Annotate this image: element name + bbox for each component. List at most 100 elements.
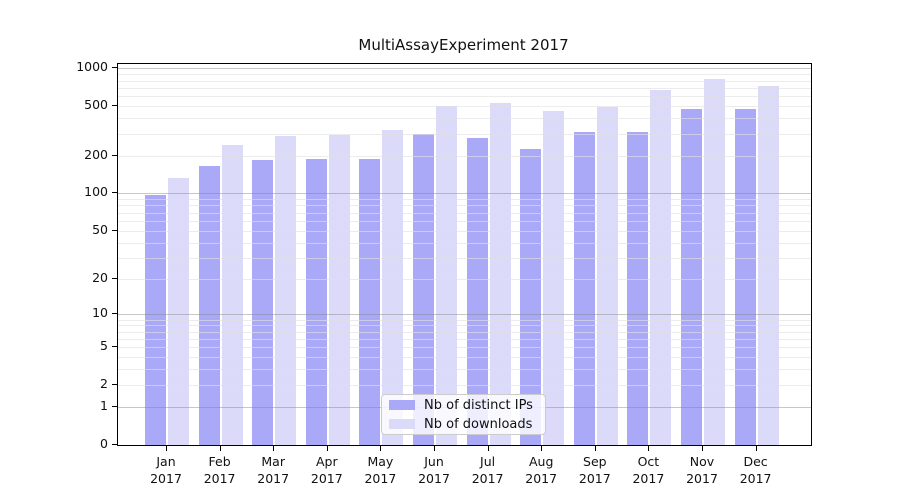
x-tick-mark xyxy=(326,446,328,451)
y-tick-mark xyxy=(112,105,117,106)
y-tick-label: 2 xyxy=(100,376,108,392)
y-tick-mark xyxy=(112,406,117,408)
gridline-major xyxy=(118,68,811,70)
y-tick-mark xyxy=(112,229,117,231)
bar-distinct-ips-sep xyxy=(573,132,595,445)
bar-downloads-jul xyxy=(489,103,511,445)
x-tick-label-may: May 2017 xyxy=(364,454,397,486)
y-tick-mark xyxy=(112,278,117,279)
plot-area: Nb of distinct IPs Nb of downloads xyxy=(117,63,812,446)
legend-item-downloads: Nb of downloads xyxy=(382,416,545,432)
bar-distinct-ips-jun xyxy=(413,133,434,445)
x-tick-mark xyxy=(702,446,703,451)
bar-downloads-jan xyxy=(168,178,189,445)
x-tick-label-jun: Jun 2017 xyxy=(418,454,450,486)
y-tick-label: 500 xyxy=(84,97,108,113)
bar-distinct-ips-apr xyxy=(305,159,327,445)
gridline-minor xyxy=(118,133,811,135)
y-tick-label: 0 xyxy=(100,436,108,451)
bar-downloads-may xyxy=(382,130,404,445)
x-tick-label-oct: Oct 2017 xyxy=(632,454,665,486)
bar-distinct-ips-oct xyxy=(627,132,649,445)
gridline-minor xyxy=(118,369,811,371)
y-tick-label: 10 xyxy=(92,305,108,321)
x-tick-mark xyxy=(273,446,275,451)
y-tick-label: 50 xyxy=(92,221,108,237)
legend: Nb of distinct IPs Nb of downloads xyxy=(381,394,546,435)
legend-swatch-downloads xyxy=(389,419,415,429)
bar-distinct-ips-nov xyxy=(681,109,702,445)
x-tick-label-nov: Nov 2017 xyxy=(686,454,718,486)
gridline-minor xyxy=(118,279,811,280)
gridline-minor xyxy=(118,199,811,200)
gridline-minor xyxy=(118,212,811,214)
x-tick-label-apr: Apr 2017 xyxy=(310,454,343,486)
gridline-major xyxy=(118,314,811,316)
x-tick-mark xyxy=(434,446,435,451)
y-tick-mark xyxy=(112,313,117,315)
gridline-minor xyxy=(118,96,811,98)
x-tick-label-jan: Jan 2017 xyxy=(150,454,182,486)
bar-distinct-ips-aug xyxy=(520,149,542,445)
x-tick-label-aug: Aug 2017 xyxy=(525,454,558,486)
gridline-minor xyxy=(118,87,811,89)
y-tick-label: 100 xyxy=(84,184,108,200)
bar-downloads-jun xyxy=(436,105,457,445)
x-tick-mark xyxy=(219,446,221,451)
gridline-minor xyxy=(118,331,811,333)
x-tick-mark xyxy=(487,446,489,451)
bar-downloads-aug xyxy=(543,110,565,445)
y-tick-mark xyxy=(112,67,117,69)
x-tick-mark xyxy=(755,446,757,451)
gridline-minor xyxy=(118,385,811,387)
y-tick-mark xyxy=(112,384,117,386)
x-tick-mark xyxy=(166,446,167,451)
bar-downloads-oct xyxy=(650,90,672,445)
legend-item-distinct-ips: Nb of distinct IPs xyxy=(382,397,545,413)
bar-downloads-mar xyxy=(275,136,297,445)
y-tick-label: 20 xyxy=(92,269,108,285)
bar-distinct-ips-jul xyxy=(466,137,488,445)
y-tick-mark xyxy=(112,444,117,445)
bar-distinct-ips-dec xyxy=(734,108,756,445)
x-tick-label-sep: Sep 2017 xyxy=(578,454,611,486)
bar-downloads-apr xyxy=(328,134,350,445)
legend-swatch-distinct-ips xyxy=(389,400,415,410)
x-tick-label-mar: Mar 2017 xyxy=(257,454,290,486)
y-tick-mark xyxy=(112,154,117,156)
gridline-minor xyxy=(118,242,811,244)
gridline-minor xyxy=(118,347,811,349)
legend-label-downloads: Nb of downloads xyxy=(424,416,533,432)
gridline-minor xyxy=(118,325,811,327)
bar-downloads-feb xyxy=(221,144,243,445)
bar-distinct-ips-may xyxy=(359,158,381,445)
y-tick-mark xyxy=(112,346,117,348)
y-tick-label: 1000 xyxy=(76,59,108,75)
x-tick-label-feb: Feb 2017 xyxy=(203,454,236,486)
chart-title: MultiAssayExperiment 2017 xyxy=(358,36,569,54)
gridline-minor xyxy=(118,230,811,232)
bar-distinct-ips-feb xyxy=(198,166,220,445)
gridline-minor xyxy=(118,357,811,359)
y-tick-label: 1 xyxy=(100,398,108,414)
x-tick-label-dec: Dec 2017 xyxy=(739,454,772,486)
gridline-minor xyxy=(118,205,811,207)
gridline-minor xyxy=(118,220,811,222)
bar-downloads-dec xyxy=(757,85,779,445)
gridline-minor xyxy=(118,257,811,259)
x-tick-mark xyxy=(380,446,382,451)
x-tick-mark xyxy=(594,446,596,451)
gridline-major xyxy=(118,193,811,195)
y-tick-mark xyxy=(112,192,117,194)
gridline-minor xyxy=(118,118,811,120)
legend-label-distinct-ips: Nb of distinct IPs xyxy=(424,397,533,413)
gridline-minor xyxy=(118,319,811,321)
y-tick-label: 200 xyxy=(84,146,108,162)
gridline-minor xyxy=(118,74,811,75)
x-tick-mark xyxy=(541,446,543,451)
gridline-minor xyxy=(118,80,811,82)
bar-downloads-sep xyxy=(596,106,618,445)
bar-distinct-ips-mar xyxy=(252,160,274,445)
gridline-minor xyxy=(118,155,811,157)
